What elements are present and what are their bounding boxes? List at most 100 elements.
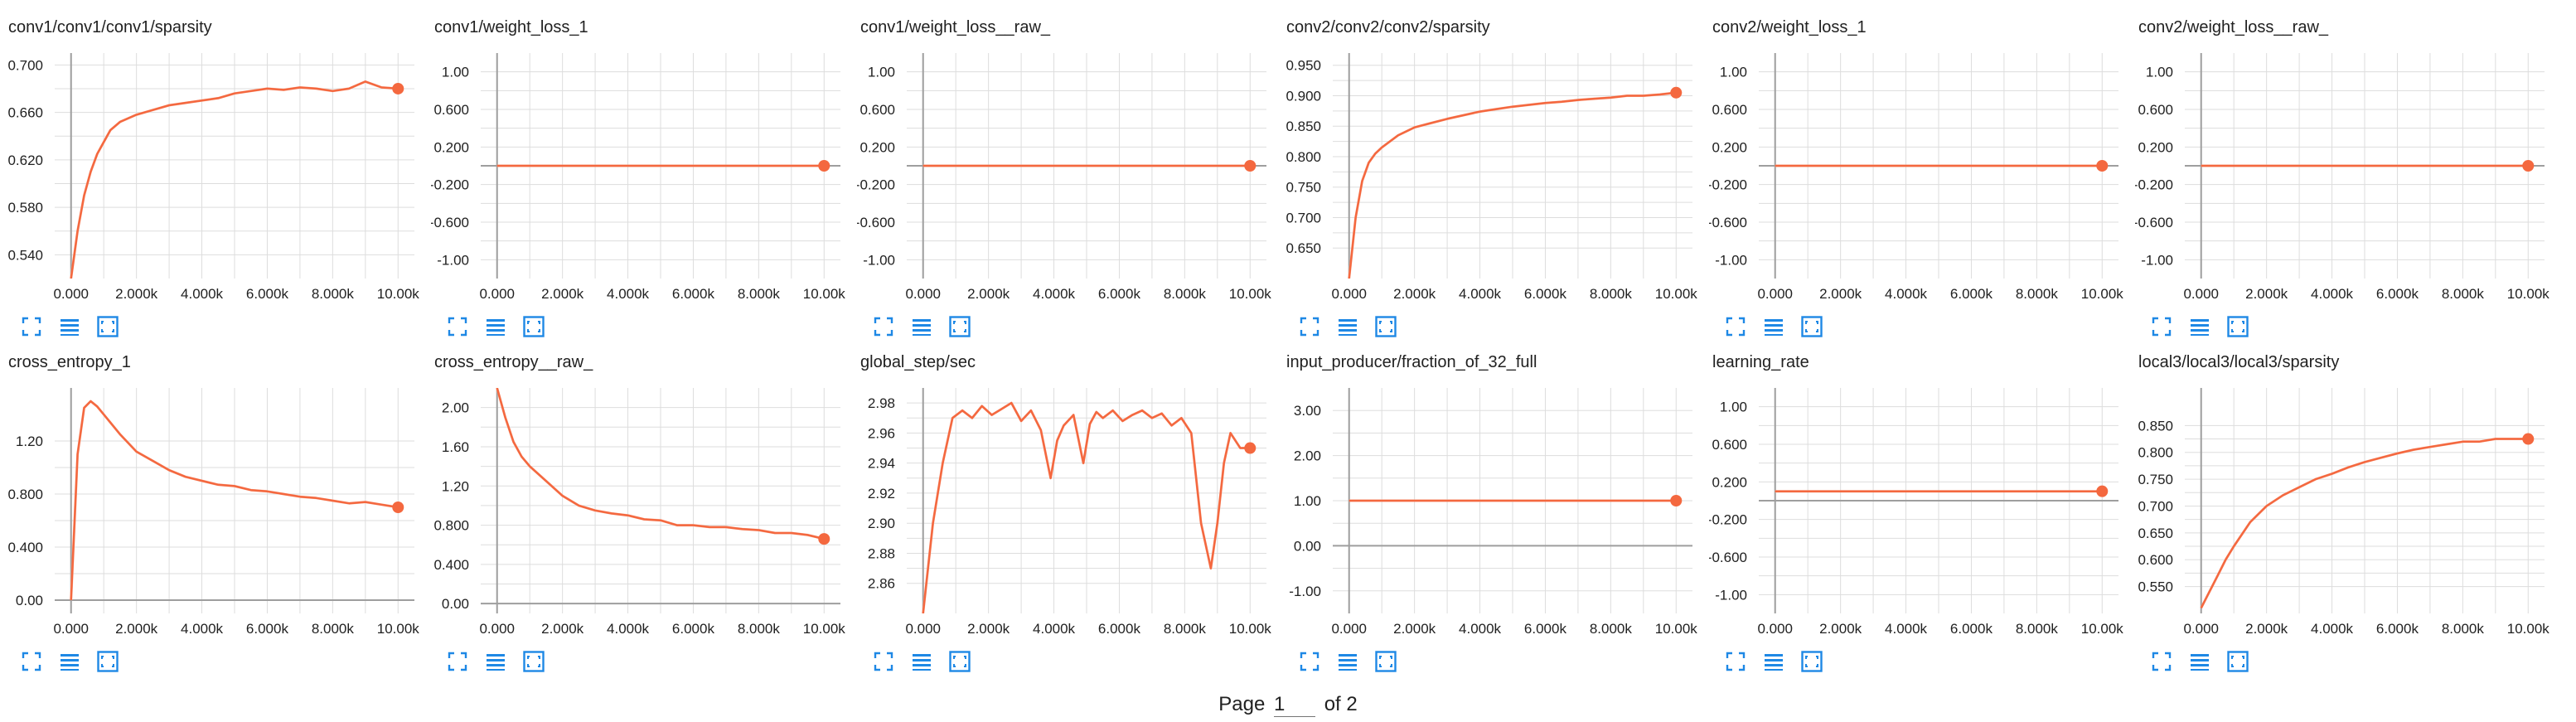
fit-domain-button[interactable] (521, 313, 547, 340)
fit-domain-button[interactable] (1373, 313, 1399, 340)
chart-plot[interactable]: 0.000 2.000k 4.000k 6.000k 8.000k 10.00k -1.00… (1709, 383, 2135, 648)
chart-svg[interactable]: 0.000 2.000k 4.000k 6.000k 8.000k 10.00k -1.00… (1709, 383, 2135, 648)
chart-plot[interactable]: 0.000 2.000k 4.000k 6.000k 8.000k 10.00k 0.550… (2135, 383, 2561, 648)
x-tick-label: 2.000k (115, 621, 158, 637)
fit-domain-button[interactable] (94, 313, 121, 340)
fit-domain-button[interactable] (2225, 313, 2251, 340)
lines-button[interactable] (56, 648, 83, 675)
fit-domain-button[interactable] (1373, 648, 1399, 675)
y-tick-label: 2.98 (868, 395, 895, 411)
fullscreen-button[interactable] (870, 648, 897, 675)
lines-button[interactable] (1334, 313, 1361, 340)
fit-domain-button[interactable] (2225, 648, 2251, 675)
chart-plot[interactable]: 0.000 2.000k 4.000k 6.000k 8.000k 10.00k -1.00… (857, 48, 1283, 313)
data-point (545, 480, 547, 482)
fullscreen-button[interactable] (870, 313, 897, 340)
data-point (2282, 495, 2283, 497)
x-tick-label: 0.000 (479, 621, 515, 637)
chart-svg[interactable]: 0.000 2.000k 4.000k 6.000k 8.000k 10.00k 0.00 0… (5, 383, 431, 648)
fit-domain-button[interactable] (521, 648, 547, 675)
y-tick-label: 0.200 (1712, 474, 1747, 490)
lines-button[interactable] (908, 648, 935, 675)
chart-svg[interactable]: 0.000 2.000k 4.000k 6.000k 8.000k 10.00k 0.650… (1283, 48, 1709, 313)
lines-button[interactable] (1760, 648, 1787, 675)
data-point (234, 485, 235, 487)
chart-plot[interactable]: 0.000 2.000k 4.000k 6.000k 8.000k 10.00k 0.650… (1283, 48, 1709, 313)
fullscreen-button[interactable] (444, 648, 471, 675)
chart-plot[interactable]: 0.000 2.000k 4.000k 6.000k 8.000k 10.00k -1.00… (431, 48, 857, 313)
chart-svg[interactable]: 0.000 2.000k 4.000k 6.000k 8.000k 10.00k -1.00… (857, 48, 1283, 313)
chart-title: cross_entropy__raw_ (434, 353, 593, 371)
chart-plot[interactable]: 0.000 2.000k 4.000k 6.000k 8.000k 10.00k 0.00 0… (431, 383, 857, 648)
fit-domain-button[interactable] (947, 648, 973, 675)
last-point-marker[interactable] (392, 502, 404, 513)
fit-domain-button[interactable] (1799, 648, 1825, 675)
data-point (961, 409, 963, 411)
x-tick-label: 8.000k (738, 286, 781, 302)
data-point (168, 469, 170, 471)
lines-button[interactable] (2186, 313, 2213, 340)
chart-svg[interactable]: 0.000 2.000k 4.000k 6.000k 8.000k 10.00k 2.86 2… (857, 383, 1283, 648)
last-point-marker[interactable] (2522, 433, 2535, 445)
last-point-marker[interactable] (2096, 160, 2109, 172)
fullscreen-button[interactable] (1722, 648, 1749, 675)
lines-button[interactable] (1760, 313, 1787, 340)
chart-svg[interactable]: 0.000 2.000k 4.000k 6.000k 8.000k 10.00k 0.550… (2135, 383, 2561, 648)
chart-plot[interactable]: 0.000 2.000k 4.000k 6.000k 8.000k 10.00k -1.00… (1709, 48, 2135, 313)
data-point (1000, 408, 1002, 409)
chart-svg[interactable]: 0.000 2.000k 4.000k 6.000k 8.000k 10.00k -1.00… (431, 48, 857, 313)
fullscreen-button[interactable] (2148, 313, 2175, 340)
lines-button[interactable] (1334, 648, 1361, 675)
fit-domain-button[interactable] (947, 313, 973, 340)
data-point (1561, 101, 1562, 103)
data-point (1056, 439, 1058, 441)
last-point-marker[interactable] (392, 82, 404, 94)
chart-plot[interactable]: 0.000 2.000k 4.000k 6.000k 8.000k 10.00k 0.540… (5, 48, 431, 313)
chart-svg[interactable]: 0.000 2.000k 4.000k 6.000k 8.000k 10.00k 0.00 0… (431, 383, 857, 648)
data-point (1131, 414, 1133, 416)
data-point (1381, 147, 1382, 148)
chart-svg[interactable]: 0.000 2.000k 4.000k 6.000k 8.000k 10.00k 0.540… (5, 48, 431, 313)
x-tick-label: 4.000k (607, 286, 650, 302)
fullscreen-button[interactable] (1296, 648, 1323, 675)
data-point (521, 456, 522, 458)
data-point (201, 99, 203, 101)
lines-button[interactable] (56, 313, 83, 340)
chart-toolbar (444, 313, 547, 340)
last-point-marker[interactable] (1244, 442, 1257, 454)
fullscreen-button[interactable] (1296, 313, 1323, 340)
last-point-marker[interactable] (2522, 160, 2535, 172)
chart-svg[interactable]: 0.000 2.000k 4.000k 6.000k 8.000k 10.00k -1.00… (1283, 383, 1709, 648)
last-point-marker[interactable] (818, 533, 830, 545)
data-point (1200, 522, 1202, 524)
fullscreen-button[interactable] (18, 648, 45, 675)
fullscreen-button[interactable] (1722, 313, 1749, 340)
fullscreen-icon (1726, 652, 1746, 671)
last-point-marker[interactable] (818, 160, 830, 172)
data-point (529, 466, 530, 468)
chart-svg[interactable]: 0.000 2.000k 4.000k 6.000k 8.000k 10.00k -1.00… (2135, 48, 2561, 313)
chart-svg[interactable]: 0.000 2.000k 4.000k 6.000k 8.000k 10.00k -1.00… (1709, 48, 2135, 313)
fit-domain-button[interactable] (1799, 313, 1825, 340)
lines-button[interactable] (908, 313, 935, 340)
chart-plot[interactable]: 0.000 2.000k 4.000k 6.000k 8.000k 10.00k -1.00… (1283, 383, 1709, 648)
last-point-marker[interactable] (1670, 86, 1683, 99)
y-tick-label: -0.600 (1709, 550, 1747, 565)
page-number-input[interactable]: 1 (1274, 693, 1316, 717)
lines-button[interactable] (482, 648, 509, 675)
data-point (1463, 114, 1465, 116)
fullscreen-button[interactable] (444, 313, 471, 340)
last-point-marker[interactable] (2096, 485, 2109, 497)
fullscreen-button[interactable] (18, 313, 45, 340)
data-point (2331, 473, 2333, 475)
fullscreen-button[interactable] (2148, 648, 2175, 675)
last-point-marker[interactable] (1244, 160, 1257, 172)
chart-title: local3/local3/local3/sparsity (2138, 353, 2340, 371)
chart-plot[interactable]: 0.000 2.000k 4.000k 6.000k 8.000k 10.00k -1.00… (2135, 48, 2561, 313)
lines-button[interactable] (2186, 648, 2213, 675)
chart-plot[interactable]: 0.000 2.000k 4.000k 6.000k 8.000k 10.00k 0.00 0… (5, 383, 431, 648)
fit-domain-button[interactable] (94, 648, 121, 675)
lines-button[interactable] (482, 313, 509, 340)
last-point-marker[interactable] (1670, 495, 1683, 506)
chart-plot[interactable]: 0.000 2.000k 4.000k 6.000k 8.000k 10.00k 2.86 2… (857, 383, 1283, 648)
